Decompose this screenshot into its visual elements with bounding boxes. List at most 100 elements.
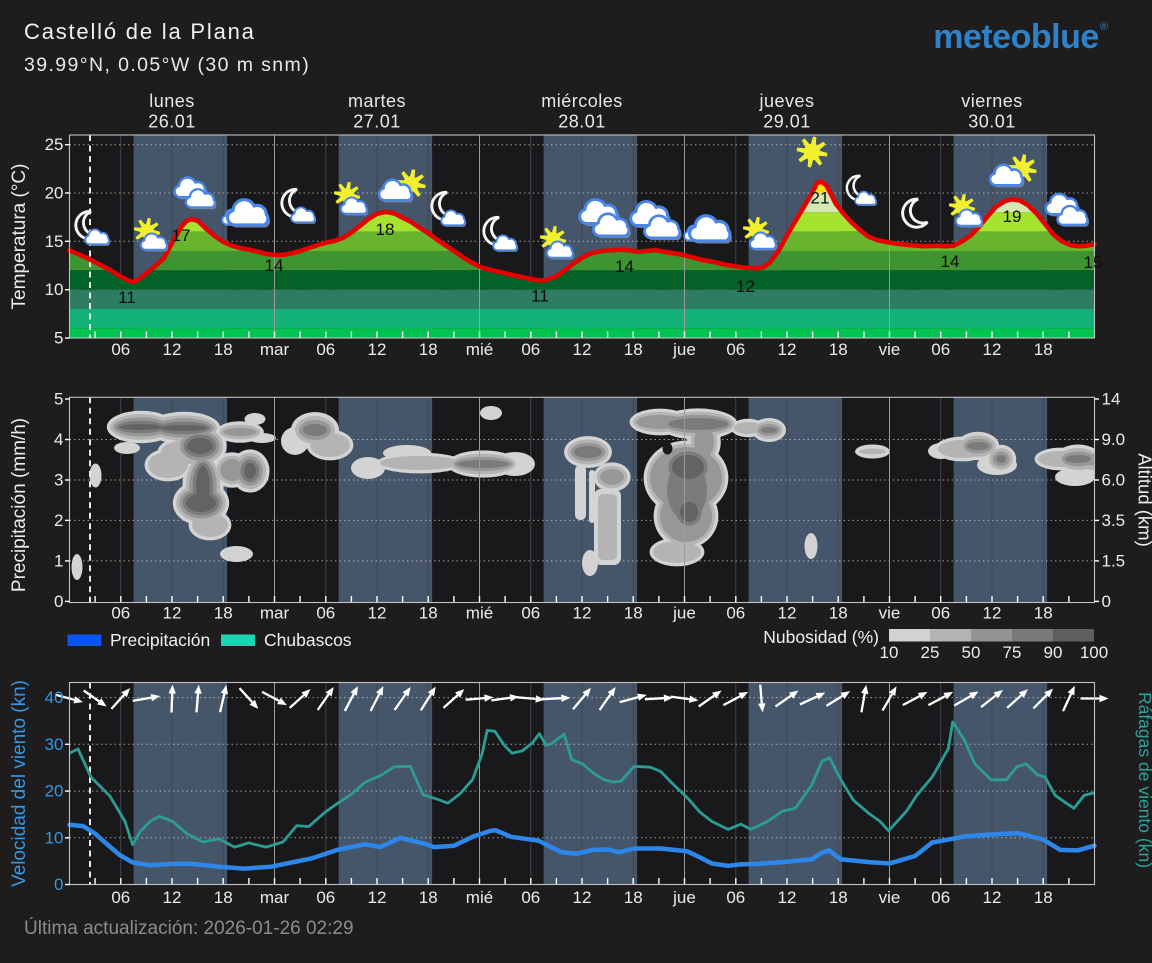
svg-text:40: 40 (45, 688, 64, 707)
svg-text:06: 06 (111, 604, 130, 623)
svg-text:6.0: 6.0 (1102, 471, 1126, 490)
svg-text:14: 14 (1102, 390, 1121, 409)
svg-text:12: 12 (573, 604, 592, 623)
svg-text:17: 17 (172, 226, 191, 245)
svg-text:21: 21 (811, 189, 830, 208)
svg-text:10: 10 (45, 828, 64, 847)
svg-text:20: 20 (45, 184, 64, 203)
svg-text:jueves: jueves (758, 91, 814, 111)
svg-text:Temperatura (°C): Temperatura (°C) (9, 164, 30, 310)
svg-text:25: 25 (45, 135, 64, 154)
svg-text:14: 14 (615, 257, 634, 276)
svg-text:18: 18 (624, 888, 643, 907)
svg-text:14: 14 (265, 256, 284, 275)
svg-text:12: 12 (368, 340, 387, 359)
svg-text:9.0: 9.0 (1102, 430, 1126, 449)
svg-text:12: 12 (163, 888, 182, 907)
svg-text:Precipitación (mm/h): Precipitación (mm/h) (9, 418, 30, 592)
svg-text:18: 18 (624, 340, 643, 359)
svg-text:18: 18 (1034, 888, 1053, 907)
svg-text:26.01: 26.01 (148, 112, 196, 132)
svg-text:mar: mar (260, 340, 290, 359)
svg-text:19: 19 (1003, 207, 1022, 226)
svg-text:12: 12 (573, 888, 592, 907)
svg-text:18: 18 (1034, 340, 1053, 359)
svg-text:06: 06 (316, 888, 335, 907)
svg-text:vie: vie (879, 888, 901, 907)
svg-text:39.99°N, 0.05°W (30 m snm): 39.99°N, 0.05°W (30 m snm) (24, 54, 310, 76)
svg-text:0: 0 (54, 875, 63, 894)
svg-text:12: 12 (163, 340, 182, 359)
svg-text:18: 18 (829, 604, 848, 623)
svg-text:06: 06 (521, 604, 540, 623)
svg-text:12: 12 (778, 604, 797, 623)
svg-text:18: 18 (214, 340, 233, 359)
svg-text:27.01: 27.01 (353, 112, 401, 132)
svg-text:2: 2 (54, 511, 63, 530)
svg-text:Precipitación: Precipitación (110, 630, 210, 650)
svg-text:06: 06 (521, 888, 540, 907)
svg-text:50: 50 (962, 643, 981, 662)
svg-text:12: 12 (778, 888, 797, 907)
svg-text:06: 06 (931, 888, 950, 907)
svg-text:06: 06 (316, 604, 335, 623)
svg-text:miércoles: miércoles (541, 91, 623, 111)
svg-text:Castelló de la Plana: Castelló de la Plana (24, 19, 256, 44)
svg-text:18: 18 (419, 888, 438, 907)
svg-text:viernes: viernes (961, 91, 1023, 111)
svg-text:mar: mar (260, 604, 290, 623)
svg-text:jue: jue (672, 604, 696, 623)
svg-text:12: 12 (778, 340, 797, 359)
svg-text:12: 12 (983, 604, 1002, 623)
svg-text:meteoblue: meteoblue (933, 18, 1099, 56)
svg-text:0: 0 (1102, 592, 1111, 611)
svg-text:20: 20 (45, 782, 64, 801)
svg-text:12: 12 (573, 340, 592, 359)
svg-text:vie: vie (879, 340, 901, 359)
svg-text:mié: mié (466, 604, 493, 623)
svg-text:30: 30 (45, 735, 64, 754)
svg-text:18: 18 (214, 604, 233, 623)
svg-text:10: 10 (45, 280, 64, 299)
svg-text:mar: mar (260, 888, 290, 907)
svg-text:4: 4 (54, 430, 63, 449)
svg-text:12: 12 (368, 604, 387, 623)
svg-text:06: 06 (931, 340, 950, 359)
svg-text:5: 5 (54, 329, 63, 348)
svg-text:jue: jue (672, 340, 696, 359)
svg-text:3: 3 (54, 471, 63, 490)
svg-text:mié: mié (466, 340, 493, 359)
svg-text:12: 12 (983, 340, 1002, 359)
svg-text:Nubosidad (%): Nubosidad (%) (763, 627, 879, 647)
svg-text:28.01: 28.01 (558, 112, 606, 132)
svg-text:75: 75 (1003, 643, 1022, 662)
svg-text:18: 18 (419, 340, 438, 359)
svg-text:5: 5 (54, 390, 63, 409)
svg-text:18: 18 (376, 220, 395, 239)
svg-text:100: 100 (1080, 643, 1108, 662)
svg-text:30.01: 30.01 (968, 112, 1016, 132)
svg-text:18: 18 (1034, 604, 1053, 623)
svg-text:0: 0 (54, 592, 63, 611)
svg-text:06: 06 (931, 604, 950, 623)
svg-text:06: 06 (316, 340, 335, 359)
svg-text:18: 18 (829, 340, 848, 359)
svg-text:12: 12 (163, 604, 182, 623)
svg-text:12: 12 (983, 888, 1002, 907)
svg-text:06: 06 (726, 604, 745, 623)
svg-text:29.01: 29.01 (763, 112, 811, 132)
svg-text:martes: martes (348, 91, 406, 111)
svg-text:18: 18 (829, 888, 848, 907)
svg-text:Altitud (km): Altitud (km) (1135, 453, 1152, 547)
svg-text:mié: mié (466, 888, 493, 907)
svg-text:11: 11 (531, 287, 549, 306)
svg-text:12: 12 (736, 277, 755, 296)
svg-text:06: 06 (111, 340, 130, 359)
svg-text:3.5: 3.5 (1102, 511, 1126, 530)
svg-text:lunes: lunes (149, 91, 195, 111)
svg-text:18: 18 (419, 604, 438, 623)
svg-text:®: ® (1100, 21, 1108, 33)
svg-text:vie: vie (879, 604, 901, 623)
svg-text:18: 18 (214, 888, 233, 907)
svg-text:90: 90 (1044, 643, 1063, 662)
